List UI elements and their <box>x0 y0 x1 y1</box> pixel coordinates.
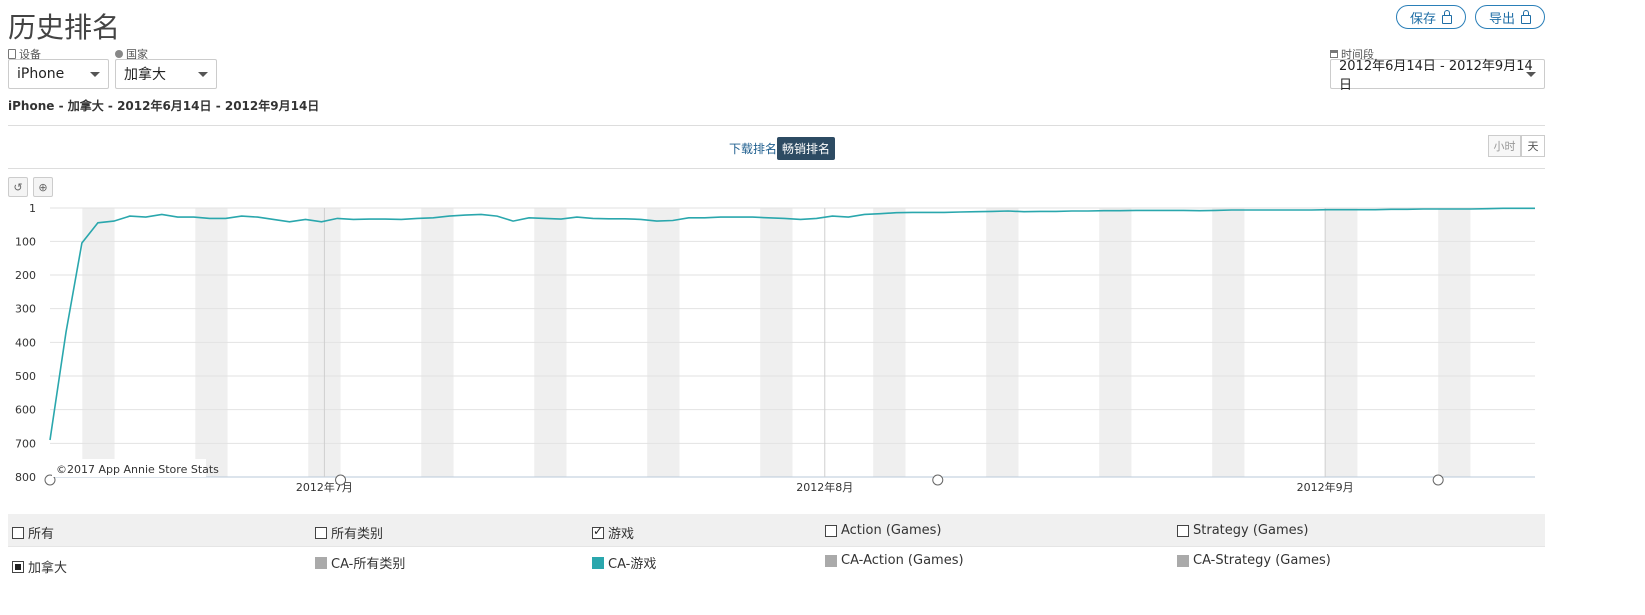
reset-icon: ↺ <box>13 180 23 194</box>
legend-header-item[interactable]: 游戏 <box>592 523 634 542</box>
legend-label: 所有类别 <box>331 527 384 542</box>
save-button[interactable]: 保存 <box>1396 5 1466 29</box>
summary-device: iPhone <box>8 99 55 113</box>
event-marker-icon[interactable] <box>932 474 944 486</box>
x-axis: 2012年7月 2012年8月 2012年9月 <box>296 480 1354 494</box>
legend-series-item[interactable]: CA-游戏 <box>592 553 656 572</box>
tab-grossing[interactable]: 畅销排名 <box>777 137 836 160</box>
divider <box>8 546 1545 547</box>
divider <box>8 125 1545 126</box>
country-value: 加拿大 <box>124 67 166 83</box>
checkbox[interactable] <box>1177 524 1189 537</box>
legend-header-item[interactable]: 所有类别 <box>315 523 383 542</box>
device-label-text: 设备 <box>19 48 41 61</box>
y-tick-label: 300 <box>15 303 36 316</box>
color-swatch <box>1177 554 1189 567</box>
device-label: 设备 <box>8 46 41 62</box>
legend-series-item[interactable]: CA-Action (Games) <box>825 553 964 568</box>
device-icon <box>8 49 16 59</box>
period-select[interactable]: 2012年6月14日 - 2012年9月14日 <box>1330 59 1545 93</box>
country-label-text: 国家 <box>126 48 148 61</box>
reset-zoom-button[interactable]: ↺ <box>8 177 28 197</box>
period-label-text: 时间段 <box>1341 48 1374 61</box>
event-marker-icon[interactable] <box>335 474 347 486</box>
lock-icon <box>1442 9 1452 24</box>
globe-icon <box>115 50 123 58</box>
chevron-down-icon <box>1526 72 1536 77</box>
color-swatch <box>825 554 837 567</box>
y-tick-label: 100 <box>15 235 36 248</box>
legend-series-item[interactable]: CA-Strategy (Games) <box>1177 553 1331 568</box>
copyright-bg <box>52 459 206 477</box>
legend-header-item[interactable]: Action (Games) <box>825 523 941 538</box>
export-button[interactable]: 导出 <box>1475 5 1545 29</box>
checkbox[interactable] <box>825 524 837 537</box>
y-tick-label: 200 <box>15 269 36 282</box>
legend-header-item[interactable]: Strategy (Games) <box>1177 523 1308 538</box>
chart-grid <box>50 207 1535 478</box>
period-value: 2012年6月14日 - 2012年9月14日 <box>1339 59 1533 93</box>
y-tick-label: 1 <box>29 202 36 215</box>
legend-row-canada: 加拿大 CA-所有类别 CA-游戏 CA-Action (Games) CA-S… <box>8 548 1545 580</box>
legend-header: 所有 所有类别 游戏 Action (Games) Strategy (Game… <box>8 514 1545 546</box>
page-title: 历史排名 <box>8 11 121 44</box>
legend-label: Action (Games) <box>841 523 942 538</box>
x-tick-label: 2012年8月 <box>796 480 853 494</box>
series-line-ca-games[interactable] <box>49 207 1535 441</box>
color-swatch <box>315 556 327 569</box>
legend-label: 游戏 <box>608 527 635 542</box>
event-markers <box>44 474 1444 486</box>
legend-label: CA-Action (Games) <box>841 553 964 568</box>
y-axis: 1 100 200 300 400 500 600 700 800 <box>15 202 36 484</box>
zoom-button[interactable]: ⊕ <box>33 177 53 197</box>
granularity-day-button[interactable]: 天 <box>1521 135 1545 157</box>
granularity-hour-button[interactable]: 小时 <box>1488 135 1521 157</box>
legend-label: 所有 <box>28 527 55 542</box>
chevron-down-icon <box>198 72 208 77</box>
period-label: 时间段 <box>1330 46 1374 62</box>
y-tick-label: 800 <box>15 471 36 484</box>
chevron-down-icon <box>90 72 100 77</box>
export-label: 导出 <box>1488 11 1515 27</box>
save-label: 保存 <box>1409 11 1436 27</box>
legend-country-label: 加拿大 <box>28 561 68 576</box>
checkbox[interactable] <box>12 526 24 539</box>
x-tick-label: 2012年9月 <box>1297 480 1354 494</box>
checkbox[interactable] <box>12 560 24 573</box>
zoom-icon: ⊕ <box>38 180 48 194</box>
checkbox[interactable] <box>592 524 604 539</box>
event-marker-icon[interactable] <box>44 474 56 486</box>
legend-series-item[interactable]: CA-所有类别 <box>315 553 405 572</box>
legend-country[interactable]: 加拿大 <box>12 557 67 576</box>
legend-label: CA-游戏 <box>608 557 657 572</box>
y-tick-label: 400 <box>15 336 36 349</box>
summary-subtitle: iPhone - 加拿大 - 2012年6月14日 - 2012年9月14日 <box>8 97 319 114</box>
checkbox[interactable] <box>315 526 327 539</box>
device-value: iPhone <box>17 66 65 82</box>
divider <box>8 168 1545 169</box>
legend-label: Strategy (Games) <box>1193 523 1309 538</box>
calendar-icon <box>1330 50 1338 58</box>
copyright-text: ©2017 App Annie Store Stats <box>56 463 219 476</box>
legend-header-item[interactable]: 所有 <box>12 523 54 542</box>
lock-icon <box>1521 9 1531 24</box>
color-swatch <box>592 556 604 569</box>
y-tick-label: 700 <box>15 437 36 450</box>
event-marker-icon[interactable] <box>1432 474 1444 486</box>
country-select[interactable]: 加拿大 <box>115 59 217 89</box>
device-select[interactable]: iPhone <box>8 59 109 89</box>
country-label: 国家 <box>115 46 148 62</box>
legend-label: CA-Strategy (Games) <box>1193 553 1331 568</box>
y-tick-label: 600 <box>15 404 36 417</box>
y-tick-label: 500 <box>15 370 36 383</box>
legend-label: CA-所有类别 <box>331 557 406 572</box>
summary-rest: - 加拿大 - 2012年6月14日 - 2012年9月14日 <box>54 99 320 113</box>
tab-downloads[interactable]: 下载排名 <box>729 142 778 156</box>
